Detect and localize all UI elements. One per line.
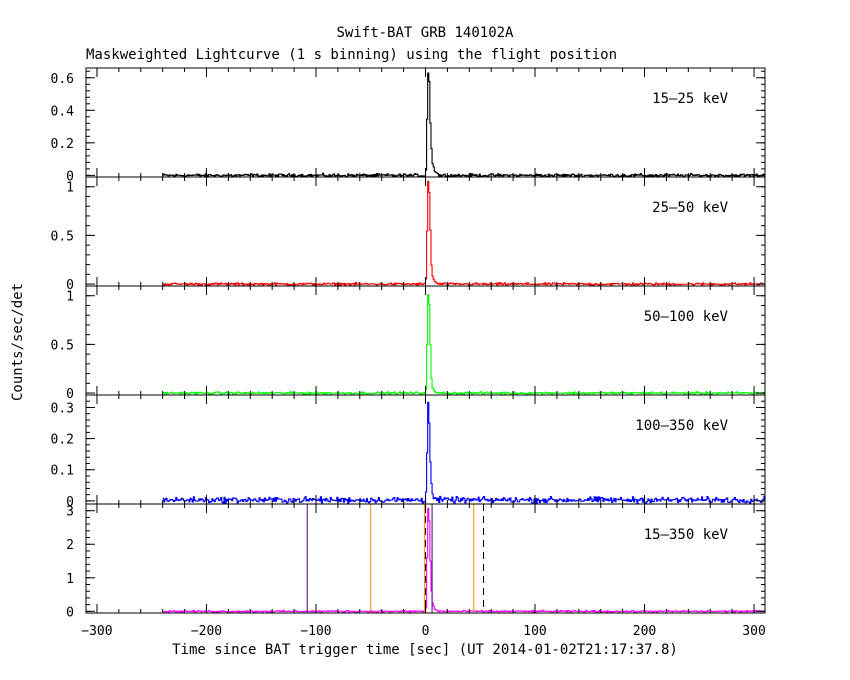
panel-15-25-kev: 0 0.2 0.4 0.6 15–25 keV: [51, 67, 766, 184]
y-tick-label: 0.3: [51, 401, 74, 416]
y-tick-label: 0.1: [51, 464, 74, 479]
y-tick-label: 0.4: [51, 104, 75, 119]
band-label: 15–350 keV: [644, 527, 729, 543]
y-axis-label: Counts/sec/det: [10, 283, 26, 401]
series-line: [162, 508, 766, 613]
series-line: [162, 180, 766, 287]
band-label: 50–100 keV: [644, 309, 729, 325]
x-tick-label: 300: [742, 624, 765, 639]
y-tick-label: 0.2: [51, 137, 74, 152]
chart-subtitle: Maskweighted Lightcurve (1 s binning) us…: [86, 47, 617, 63]
y-tick-label: 0: [66, 169, 74, 184]
y-tick-label: 0.6: [51, 72, 74, 87]
y-tick-label: 0.5: [51, 229, 74, 244]
chart-title: Swift-BAT GRB 140102A: [336, 25, 514, 41]
x-tick-label: −100: [300, 624, 331, 639]
y-tick-label: 0.2: [51, 433, 74, 448]
panel-25-50-kev: 0 0.5 1 25–50 keV: [51, 176, 766, 293]
band-label: 25–50 keV: [652, 200, 728, 216]
band-label: 15–25 keV: [652, 91, 728, 107]
y-tick-label: 0: [66, 605, 74, 620]
panel-frame: [85, 394, 766, 505]
x-axis-label: Time since BAT trigger time [sec] (UT 20…: [172, 642, 678, 658]
y-tick-label: 0: [66, 278, 74, 293]
x-tick-label: 100: [523, 624, 546, 639]
y-tick-label: 2: [66, 538, 74, 553]
series-line: [162, 401, 766, 505]
panel-frame: [85, 285, 766, 396]
y-tick-label: 0: [66, 495, 74, 510]
series-line: [162, 294, 766, 396]
panel-100-350-kev: 0 0.1 0.2 0.3 100–350 keV: [51, 394, 766, 510]
panel-frame: [85, 67, 766, 178]
band-label: 100–350 keV: [635, 418, 728, 434]
x-tick-label: −300: [81, 624, 112, 639]
y-tick-label: 1: [66, 181, 74, 196]
y-tick-label: 0: [66, 387, 74, 402]
panel-50-100-kev: 0 0.5 1 50–100 keV: [51, 285, 766, 402]
panels-group: 0 0.2 0.4 0.6 15–25 keV 0 0.5 1 25–50 keV 0 0.5 1 50…: [51, 67, 766, 639]
x-tick-label: 0: [422, 624, 430, 639]
y-tick-label: 1: [66, 572, 74, 587]
x-tick-label: −200: [191, 624, 222, 639]
series-line: [162, 72, 766, 178]
panel-15-350-kev: 0 1 2 3 15–350 keV: [66, 503, 766, 620]
y-tick-label: 1: [66, 290, 74, 305]
y-tick-label: 0.5: [51, 338, 74, 353]
panel-frame: [85, 176, 766, 287]
y-tick-label: 3: [66, 505, 74, 520]
x-tick-label: 200: [633, 624, 656, 639]
